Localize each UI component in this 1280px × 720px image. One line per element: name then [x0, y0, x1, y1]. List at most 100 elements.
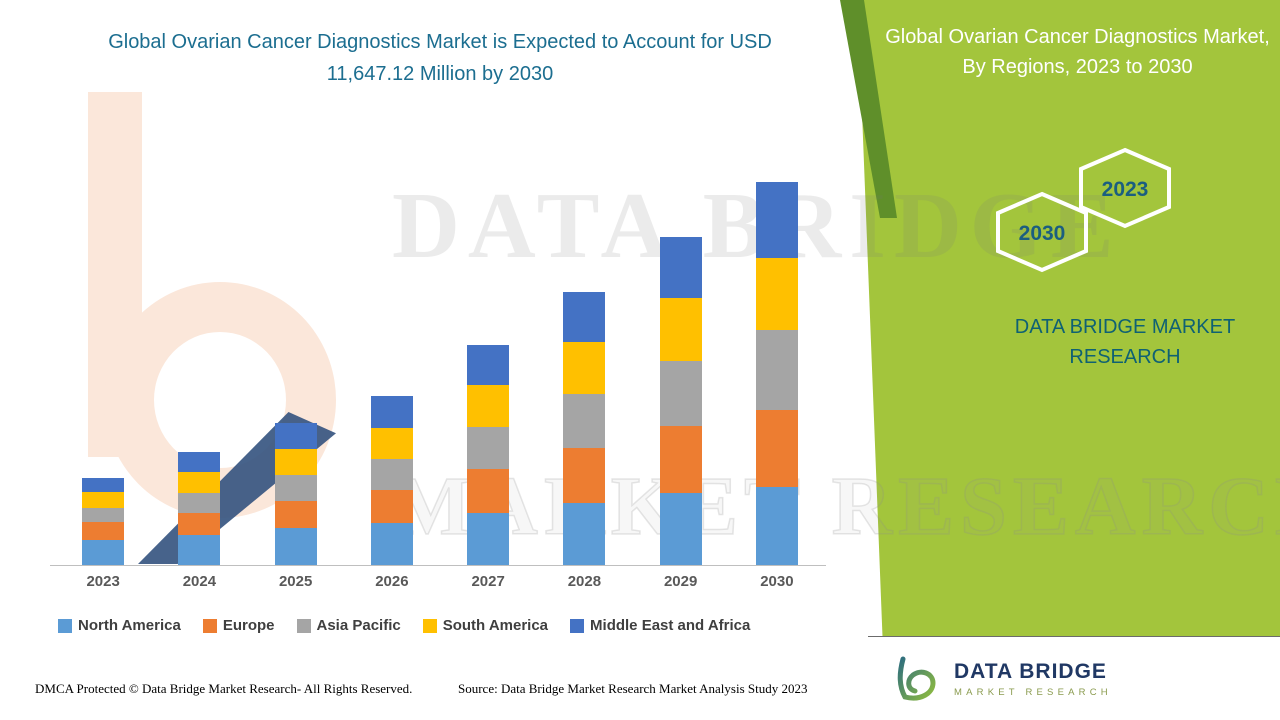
- logo-words: DATA BRIDGE MARKET RESEARCH: [954, 660, 1112, 698]
- bar-segment-2023-europe: [82, 522, 125, 540]
- watermark-text-line1: DATA BRIDGE: [392, 174, 1122, 278]
- bar-segment-2026-europe: [370, 490, 413, 523]
- bar-segment-2027-middle-east-and-africa: [467, 345, 510, 385]
- bar-segment-2023-north-america: [82, 540, 125, 565]
- hexagon-2030-label: 2030: [1019, 222, 1066, 245]
- stacked-bar-2026: [370, 396, 413, 565]
- bar-segment-2028-south-america: [563, 342, 606, 394]
- legend-swatch: [202, 618, 217, 633]
- bar-segment-2029-europe: [659, 426, 702, 493]
- bar-segment-2030-north-america: [755, 487, 798, 565]
- bar-segment-2030-asia-pacific: [755, 330, 798, 410]
- bar-segment-2026-south-america: [370, 428, 413, 459]
- x-axis-label-2029: 2029: [663, 573, 698, 590]
- bar-segment-2024-middle-east-and-africa: [178, 452, 221, 472]
- stacked-bar-2030: [755, 182, 798, 565]
- stacked-bar-2027: [467, 345, 510, 565]
- bar-segment-2023-south-america: [82, 492, 125, 508]
- legend-label: North America: [78, 617, 181, 634]
- legend-label: Europe: [222, 617, 275, 634]
- bar-segment-2027-south-america: [467, 385, 510, 427]
- legend-swatch: [296, 618, 311, 633]
- stacked-bar-2028: [563, 292, 606, 565]
- bar-segment-2026-asia-pacific: [370, 459, 413, 490]
- bar-segment-2030-south-america: [755, 258, 798, 330]
- bar-segment-2024-europe: [178, 513, 221, 535]
- bar-segment-2024-north-america: [178, 535, 221, 565]
- legend-item-asia-pacific: Asia Pacific: [296, 617, 401, 634]
- bar-segment-2025-south-america: [274, 449, 317, 475]
- x-axis-label-2025: 2025: [278, 573, 313, 590]
- bar-slot-2028: [536, 180, 632, 565]
- legend-swatch: [58, 618, 72, 633]
- x-axis-label-2028: 2028: [567, 573, 602, 590]
- hexagon-2030: [996, 191, 1088, 273]
- x-axis-label-2030: 2030: [760, 573, 794, 590]
- bar-segment-2028-europe: [563, 448, 606, 503]
- x-axis-label-2027: 2027: [471, 573, 505, 590]
- watermark-text-line2: MARKET RESEARCH: [391, 459, 1280, 554]
- stacked-bar-2023: [82, 478, 125, 565]
- x-axis-label-2024: 2024: [182, 573, 217, 590]
- bar-segment-2023-asia-pacific: [82, 508, 125, 522]
- legend-swatch: [422, 618, 437, 633]
- logo-name: DATA BRIDGE: [954, 659, 1107, 683]
- bar-segment-2028-north-america: [563, 503, 606, 565]
- bar-segment-2026-north-america: [370, 523, 413, 565]
- stacked-bar-2025: [274, 423, 317, 565]
- bar-segment-2025-europe: [274, 501, 317, 528]
- bar-segment-2030-middle-east-and-africa: [755, 182, 798, 258]
- legend-label: Middle East and Africa: [590, 617, 751, 634]
- bar-segment-2028-middle-east-and-africa: [563, 292, 606, 342]
- stacked-bar-2024: [178, 452, 221, 565]
- bar-segment-2025-middle-east-and-africa: [274, 423, 317, 449]
- x-axis-label-2026: 2026: [375, 573, 409, 590]
- stacked-bar-2029: [659, 237, 702, 565]
- year-hexagons: 2023 2030: [996, 147, 1171, 273]
- bar-segment-2027-north-america: [467, 513, 510, 565]
- chart-legend: North America Europe Asia Pacific South Ame…: [58, 617, 750, 634]
- bar-slot-2029: [633, 180, 729, 565]
- legend-item-south-america: South America: [422, 617, 549, 634]
- bar-segment-2030-europe: [755, 410, 798, 487]
- footer-dmca-text: DMCA Protected © Data Bridge Market Rese…: [35, 681, 413, 696]
- bar-segment-2028-asia-pacific: [563, 394, 606, 448]
- data-bridge-logo-icon: [897, 656, 936, 700]
- bar-slot-2030: [729, 180, 825, 565]
- bar-segment-2029-middle-east-and-africa: [659, 237, 702, 298]
- bar-segment-2029-south-america: [659, 298, 702, 361]
- legend-item-europe: Europe: [202, 617, 275, 634]
- panel-title: Global Ovarian Cancer Diagnostics Market…: [885, 26, 1270, 78]
- x-axis-line: [50, 565, 826, 566]
- legend-label: South America: [442, 617, 549, 634]
- legend-swatch: [570, 618, 585, 633]
- bar-segment-2024-south-america: [178, 472, 221, 493]
- bar-segment-2025-north-america: [274, 528, 317, 565]
- bar-segment-2027-europe: [467, 469, 510, 513]
- logo-box: DATA BRIDGE MARKET RESEARCH: [868, 636, 1280, 720]
- bar-segment-2029-north-america: [659, 493, 702, 565]
- hexagon-2023: [1079, 147, 1171, 229]
- hexagon-2023-label: 2023: [1102, 178, 1149, 201]
- bar-segment-2029-asia-pacific: [659, 361, 702, 426]
- logo-subtitle: MARKET RESEARCH: [954, 686, 1112, 698]
- bar-segment-2027-asia-pacific: [467, 427, 510, 469]
- stacked-bar-chart: [55, 180, 825, 565]
- footer-source-text: Source: Data Bridge Market Research Mark…: [458, 681, 808, 696]
- bar-segment-2023-middle-east-and-africa: [82, 478, 125, 492]
- x-axis-label-2023: 2023: [86, 573, 120, 590]
- legend-label: Asia Pacific: [316, 617, 401, 634]
- bar-slot-2026: [344, 180, 440, 565]
- brand-wordmark: DATA BRIDGE MARKET RESEARCH: [1014, 316, 1236, 368]
- legend-item-middle-east-and-africa: Middle East and Africa: [570, 617, 750, 634]
- chart-headline: Global Ovarian Cancer Diagnostics Market…: [108, 31, 772, 85]
- bar-segment-2025-asia-pacific: [274, 475, 317, 501]
- bar-slot-2027: [440, 180, 536, 565]
- bar-slot-2025: [248, 180, 344, 565]
- bar-segment-2024-asia-pacific: [178, 493, 221, 513]
- bar-segment-2026-middle-east-and-africa: [370, 396, 413, 428]
- legend-item-north-america: North America: [58, 617, 181, 634]
- bar-slot-2024: [151, 180, 247, 565]
